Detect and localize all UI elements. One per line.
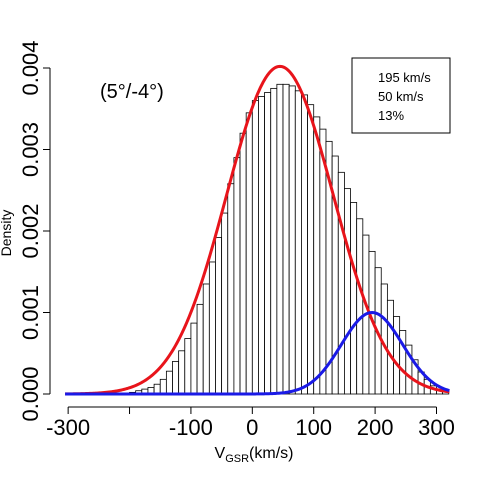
y-tick-label: 0.004 xyxy=(18,40,43,95)
histogram-bar xyxy=(393,316,401,395)
x-tick-label: 300 xyxy=(418,415,455,440)
y-ticks: 0.000 0.001 0.002 0.003 0.004 xyxy=(18,40,50,422)
x-axis-label-unit: (km/s) xyxy=(249,445,293,462)
legend-frame xyxy=(351,57,451,134)
gaussian-curve xyxy=(64,311,450,396)
histogram-bar xyxy=(344,188,351,395)
histogram-bar xyxy=(276,83,284,395)
legend-box: 195 km/s 50 km/s 13% xyxy=(351,57,451,134)
histogram-bar xyxy=(288,85,296,395)
x-tick-label: 200 xyxy=(357,415,394,440)
histogram-bar xyxy=(245,112,253,395)
histogram-bar xyxy=(282,83,290,395)
histogram-bar xyxy=(165,370,173,395)
x-axis: -300 -100 0 100 200 300 xyxy=(46,406,455,440)
legend-line-1: 195 km/s xyxy=(378,70,431,85)
histogram-bar xyxy=(294,90,302,395)
histogram-bar xyxy=(270,87,278,395)
histogram-bar xyxy=(251,100,259,395)
histogram-bar xyxy=(227,183,235,395)
histogram-bar xyxy=(350,202,358,395)
histogram-bar xyxy=(313,116,321,395)
histogram-bar xyxy=(356,218,364,395)
y-tick-label: 0.000 xyxy=(18,366,43,421)
y-tick-label: 0.001 xyxy=(18,285,43,340)
x-ticks: -300 -100 0 100 200 300 xyxy=(46,407,455,440)
histogram-bar xyxy=(184,338,192,395)
histogram-bar xyxy=(386,299,394,395)
histogram-bar xyxy=(172,360,180,395)
histogram-bar xyxy=(159,378,167,395)
x-tick-label: -300 xyxy=(46,415,90,440)
histogram-bars xyxy=(129,83,450,395)
histogram-bar xyxy=(239,132,247,395)
y-axis: 0.000 0.001 0.002 0.003 0.004 xyxy=(18,40,51,422)
histogram-bar xyxy=(208,261,216,395)
region-annotation: (5°/-4°) xyxy=(100,81,164,103)
y-tick-label: 0.002 xyxy=(18,203,43,258)
histogram-bar xyxy=(196,303,204,395)
histogram-bar xyxy=(221,212,229,395)
histogram-bar xyxy=(233,157,241,395)
histogram-bar xyxy=(264,92,272,395)
legend-line-3: 13% xyxy=(378,108,404,123)
x-tick-label: 0 xyxy=(246,415,258,440)
x-tick-label: -100 xyxy=(169,415,213,440)
y-axis-label: Density xyxy=(0,210,14,257)
histogram-bar xyxy=(337,171,345,395)
histogram-bar xyxy=(301,94,308,395)
histogram-bar xyxy=(258,96,265,395)
histogram-bar xyxy=(215,237,223,395)
legend-line-2: 50 km/s xyxy=(378,89,424,104)
histogram-bar xyxy=(202,283,210,395)
x-tick-label: 100 xyxy=(295,415,332,440)
x-axis-label-subscript: GSR xyxy=(225,453,249,465)
histogram-bar xyxy=(307,104,315,395)
density-curves xyxy=(64,64,450,396)
y-tick-label: 0.003 xyxy=(18,122,43,177)
histogram-bar xyxy=(178,350,186,395)
x-axis-label-main: V xyxy=(215,445,226,462)
histogram-bar xyxy=(190,322,198,395)
gaussian-curve xyxy=(64,64,450,396)
x-axis-label: VGSR(km/s) xyxy=(215,445,294,465)
